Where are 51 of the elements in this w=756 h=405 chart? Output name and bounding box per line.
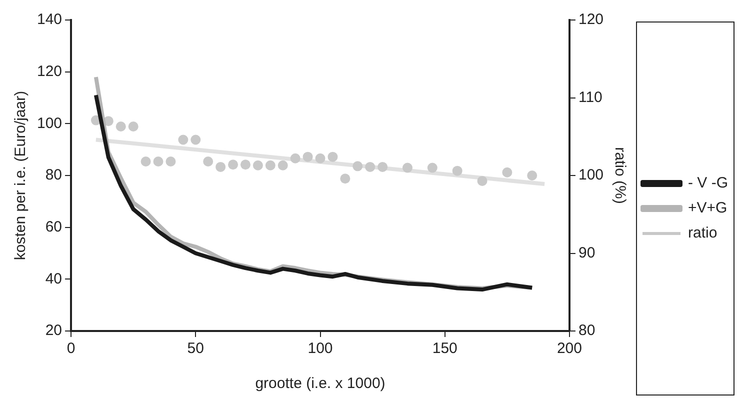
x-tick-label: 200	[556, 340, 582, 358]
legend-label: - V -G	[688, 174, 728, 192]
point	[352, 161, 363, 172]
y-tick-label: 80	[45, 166, 62, 184]
point	[153, 156, 164, 167]
point	[315, 153, 326, 164]
y-tick-label: 120	[36, 62, 62, 80]
point	[365, 162, 376, 172]
y-tick-label: 60	[45, 218, 62, 236]
y-tick-label: 140	[36, 11, 62, 28]
point	[427, 162, 438, 173]
y2-tick-label: 120	[578, 11, 604, 28]
point	[265, 160, 276, 170]
y-axis-title: kosten per i.e. (Euro/jaar)	[12, 90, 30, 260]
point	[502, 167, 512, 178]
point	[527, 170, 538, 180]
x-tick-label: 150	[432, 340, 458, 358]
point	[328, 152, 338, 162]
point	[252, 160, 263, 170]
x-tick-label: 100	[308, 340, 333, 358]
point	[166, 156, 176, 167]
point	[116, 122, 126, 132]
point	[240, 160, 250, 170]
y2-tick-label: 100	[578, 166, 604, 184]
point	[378, 162, 388, 172]
point	[402, 162, 412, 173]
y-tick-label: 40	[45, 270, 62, 288]
point	[128, 122, 138, 132]
legend-label: +V+G	[688, 200, 728, 217]
x-tick-label: 50	[187, 340, 204, 358]
point	[290, 153, 300, 164]
point	[178, 134, 188, 145]
point	[140, 156, 151, 167]
point	[278, 160, 288, 170]
point	[477, 176, 488, 186]
point	[340, 174, 350, 184]
y2-tick-label: 90	[578, 244, 596, 262]
point	[190, 134, 201, 145]
y2-tick-label: 80	[578, 322, 596, 340]
y2-tick-label: 110	[578, 88, 602, 106]
y-tick-label: 20	[45, 322, 62, 340]
y2-axis-title: ratio (%)	[611, 147, 628, 204]
point	[216, 162, 226, 172]
legend-label: ratio	[688, 224, 718, 242]
point	[203, 156, 214, 167]
point	[452, 166, 462, 176]
y-tick-label: 100	[36, 114, 62, 132]
x-axis-title: grootte (i.e. x 1000)	[255, 375, 386, 392]
point	[228, 160, 238, 170]
point	[302, 152, 313, 162]
x-tick-label: 0	[66, 340, 76, 358]
